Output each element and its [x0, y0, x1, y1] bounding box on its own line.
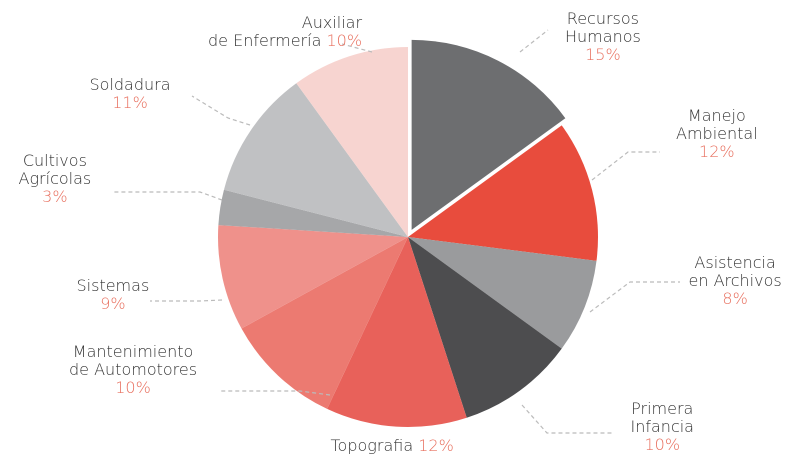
- category-name: Sistemas: [76, 276, 150, 295]
- category-name: Mantenimiento de Automotores: [69, 342, 198, 379]
- leader-line: [150, 299, 223, 302]
- slice-label: Manejo Ambiental 12%: [676, 107, 758, 161]
- category-name: Manejo Ambiental: [676, 106, 758, 143]
- pie-slice: [296, 47, 408, 237]
- leader-line: [341, 43, 373, 53]
- slice-label: Primera Infancia 10%: [631, 400, 694, 454]
- category-name: Asistencia en Archivos: [688, 253, 782, 290]
- pie-slice: [218, 225, 408, 329]
- percent-label: 12%: [418, 436, 454, 455]
- category-name: Auxiliar de Enfermería: [208, 13, 363, 50]
- percent-label: 15%: [585, 45, 621, 64]
- category-name: Soldadura: [89, 75, 171, 94]
- leader-line: [521, 404, 612, 434]
- pie-slice: [408, 237, 562, 418]
- category-name: Topografia: [330, 436, 414, 455]
- category-name: Recursos Humanos: [565, 9, 641, 46]
- pie-slice: [411, 39, 566, 230]
- percent-label: 3%: [42, 187, 68, 206]
- pie-slice: [223, 83, 408, 237]
- percent-label: 10%: [326, 31, 363, 50]
- category-name: Cultivos Agrícolas: [18, 151, 92, 188]
- slice-label: Auxiliar de Enfermería 10%: [208, 14, 362, 50]
- slice-label: Asistencia en Archivos 8%: [689, 254, 782, 308]
- leader-line: [112, 191, 223, 201]
- leader-line: [191, 95, 251, 126]
- pie-slice: [218, 189, 408, 237]
- pie-slice: [408, 237, 597, 349]
- pie-slice: [241, 237, 408, 409]
- percent-label: 11%: [112, 93, 148, 112]
- slice-label: Mantenimiento de Automotores 10%: [69, 343, 197, 397]
- slice-label: Topografia 12%: [331, 437, 454, 455]
- percent-label: 8%: [722, 289, 748, 308]
- percent-label: 10%: [115, 378, 151, 397]
- leader-line: [591, 151, 660, 181]
- percent-label: 10%: [644, 435, 681, 454]
- leader-line: [519, 29, 549, 53]
- percent-label: 12%: [699, 142, 735, 161]
- slice-label: Soldadura 11%: [90, 76, 171, 112]
- category-name: Primera Infancia: [630, 399, 694, 436]
- slice-label: Recursos Humanos 15%: [565, 10, 641, 64]
- pie-slice: [408, 125, 598, 261]
- percent-label: 9%: [100, 294, 126, 313]
- pie-slice: [327, 237, 467, 428]
- leader-line: [589, 281, 680, 313]
- slice-label: Cultivos Agrícolas 3%: [19, 152, 92, 206]
- leader-line: [220, 390, 331, 396]
- slice-label: Sistemas 9%: [77, 277, 150, 313]
